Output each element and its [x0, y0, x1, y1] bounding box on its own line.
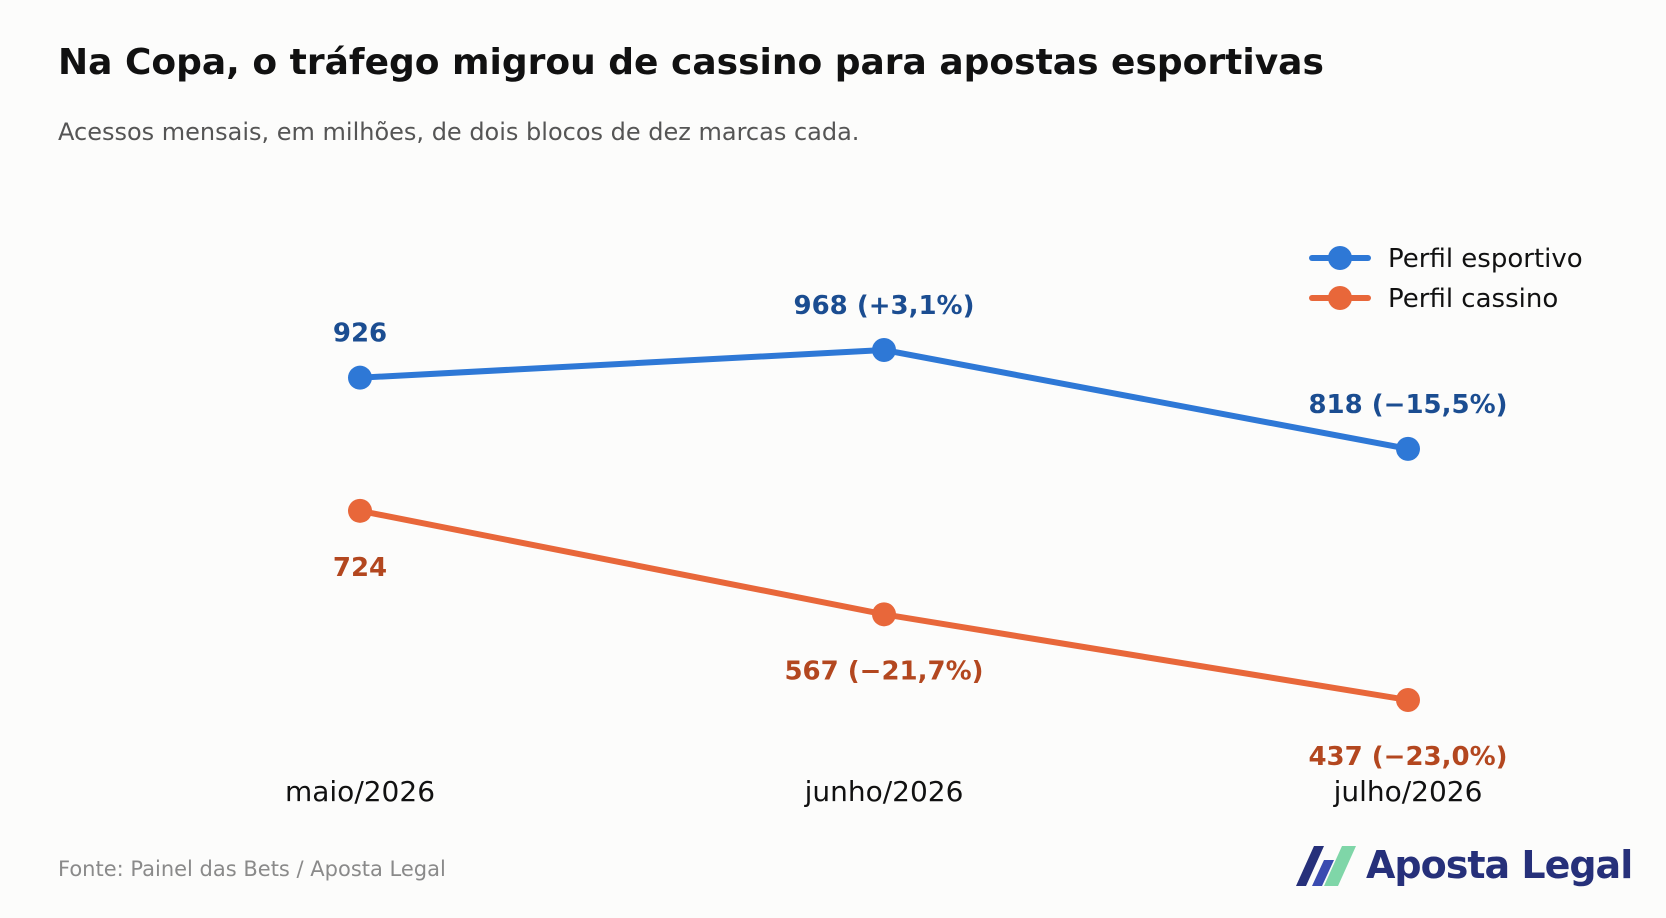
aposta-legal-logo: Aposta Legal	[1294, 842, 1633, 888]
data-label-perfil-cassino: 437 (−23,0%)	[1308, 742, 1507, 772]
chart-title: Na Copa, o tráfego migrou de cassino par…	[58, 42, 1324, 83]
aposta-legal-logo-icon	[1296, 846, 1356, 886]
legend-label-perfil-esportivo: Perfil esportivo	[1388, 244, 1583, 274]
data-point-perfil-esportivo	[348, 365, 372, 390]
series-line-perfil-esportivo	[357, 347, 1411, 452]
aposta-legal-logo-text: Aposta Legal	[1366, 843, 1633, 887]
data-label-perfil-cassino: 724	[333, 553, 387, 583]
data-label-perfil-cassino: 567 (−21,7%)	[784, 656, 983, 686]
data-point-perfil-cassino	[1396, 688, 1420, 712]
x-tick-label: julho/2026	[1333, 775, 1483, 808]
legend: Perfil esportivo Perfil cassino	[1309, 244, 1583, 314]
chart-subtitle: Acessos mensais, em milhões, de dois blo…	[58, 118, 860, 146]
data-point-perfil-esportivo	[1396, 436, 1420, 461]
x-tick-label: maio/2026	[285, 775, 435, 808]
data-point-perfil-cassino	[872, 602, 896, 627]
data-point-perfil-esportivo	[872, 338, 896, 362]
data-point-perfil-cassino	[348, 498, 372, 523]
data-label-perfil-esportivo: 926	[333, 319, 387, 349]
source-note: Fonte: Painel das Bets / Aposta Legal	[58, 857, 446, 881]
legend-label-perfil-cassino: Perfil cassino	[1388, 284, 1558, 314]
data-label-perfil-esportivo: 818 (−15,5%)	[1308, 390, 1507, 420]
x-axis-labels: maio/2026 junho/2026 julho/2026	[285, 775, 1482, 808]
legend-marker-perfil-cassino	[1328, 286, 1352, 310]
data-label-perfil-esportivo: 968 (+3,1%)	[794, 291, 975, 321]
series-layer: 926 968 (+3,1%) 818 (−15,5%) 724 567 (−21,7%…	[333, 291, 1508, 772]
x-tick-label: junho/2026	[804, 775, 964, 808]
legend-marker-perfil-esportivo	[1328, 246, 1352, 270]
